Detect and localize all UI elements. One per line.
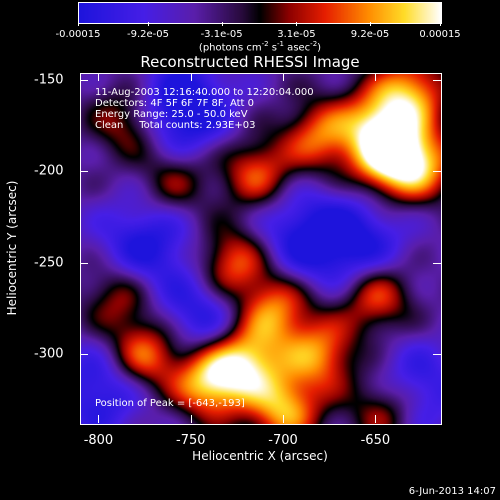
colorbar [78,2,442,24]
y-tick-right [433,171,441,173]
plot-area: 11-Aug-2003 12:16:40.000 to 12:20:04.000… [80,73,442,425]
colorbar-tick-label: -0.00015 [55,29,101,40]
chart-title: Reconstructed RHESSI Image [140,53,360,71]
y-tick-label: -200 [34,163,64,179]
total-counts-label: Clean Total counts: 2.93E+03 [95,120,256,131]
x-tick-label: -650 [360,433,391,448]
colorbar-tick-label: -3.1e-05 [200,29,243,40]
y-tick-label: -250 [34,255,64,271]
y-tick-right [433,353,441,355]
x-axis-label: Heliocentric X (arcsec) [192,449,328,463]
time-range-label: 11-Aug-2003 12:16:40.000 to 12:20:04.000 [95,87,314,98]
y-axis-label: Heliocentric Y (arcsec) [5,180,19,316]
y-tick [80,353,88,355]
y-tick-label: -300 [34,346,64,362]
x-tick-top [190,73,192,81]
energy-range-label: Energy Range: 25.0 - 50.0 keV [95,109,248,120]
colorbar-gradient [79,3,441,23]
x-tick [190,415,192,423]
colorbar-tick-label: 9.2e-05 [350,29,390,40]
y-tick [80,171,88,173]
x-tick-label: -800 [83,433,114,448]
colorbar-units: (photons cm-2 s-1 asec-2) [198,40,322,54]
colorbar-tick [440,22,441,26]
colorbar-tick [221,22,223,26]
x-tick-top [283,73,285,81]
colorbar-tick-label: 3.1e-05 [277,29,316,40]
x-tick [375,415,377,423]
date-stamp: 6-Jun-2013 14:07 [408,486,496,497]
colorbar-tick [147,22,149,26]
colorbar-tick-label: 0.00015 [419,29,461,40]
y-tick-label: -150 [34,72,64,88]
colorbar-tick [370,22,371,26]
detectors-label: Detectors: 4F 5F 6F 7F 8F, Att 0 [95,98,255,109]
colorbar-tick [296,22,298,26]
y-tick-right [433,262,441,264]
x-tick-top [98,73,100,81]
x-tick [283,415,285,423]
y-tick-right [433,80,441,82]
x-tick-top [375,73,377,81]
x-tick [98,415,100,423]
y-tick [80,80,88,82]
x-tick-label: -750 [176,433,206,448]
colorbar-tick [78,22,79,26]
peak-position-label: Position of Peak = [-643,-193] [95,398,245,409]
colorbar-tick-label: -9.2e-05 [126,29,169,40]
heatmap-image [81,74,441,424]
x-tick-label: -700 [268,433,298,448]
y-tick [80,262,88,264]
